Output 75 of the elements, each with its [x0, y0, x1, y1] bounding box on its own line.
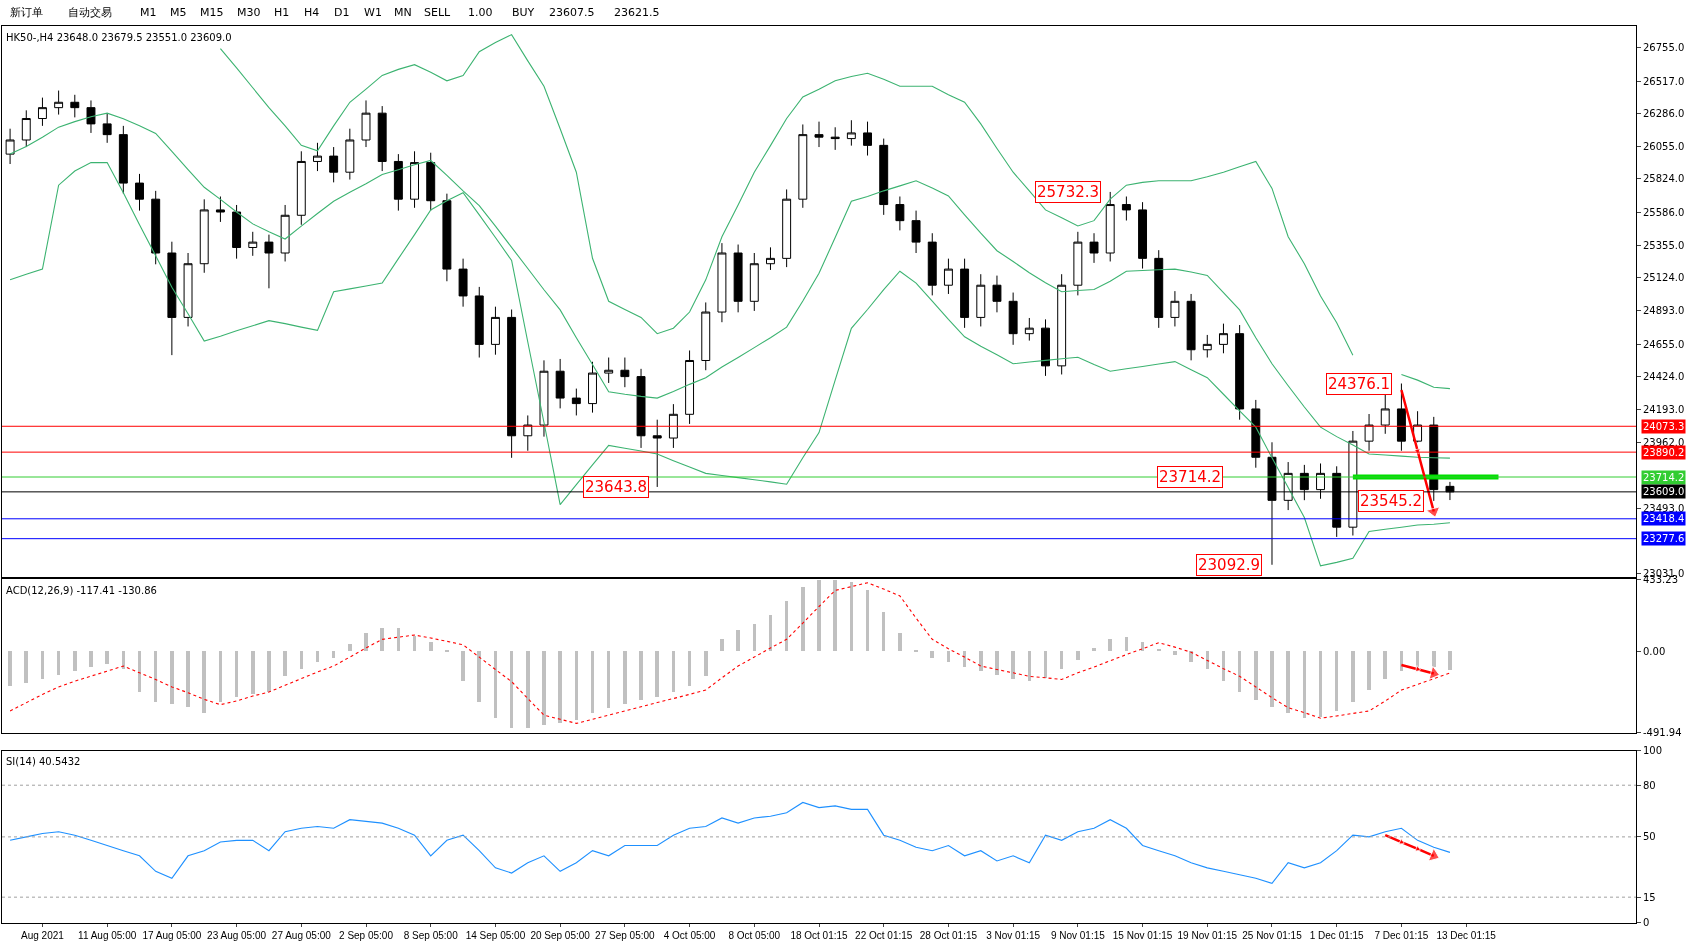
ref-line-label: 23890.2: [1643, 447, 1685, 458]
x-tick-label: 25 Nov 01:15: [1242, 930, 1303, 941]
x-tick-label: 8 Oct 05:00: [728, 930, 781, 941]
y-tick-label: 26286.0: [1643, 108, 1685, 120]
annotation: 25732.3: [1037, 183, 1100, 201]
y-tick-label: 23962.0: [1643, 436, 1685, 448]
x-tick-label: 11 Aug 05:00: [78, 930, 137, 941]
annotation: 24376.1: [1328, 375, 1391, 393]
x-tick-label: 3 Nov 01:15: [986, 930, 1041, 941]
y-tick-label: 0: [1643, 917, 1650, 929]
text: M1: [140, 6, 157, 19]
annotation: 23545.2: [1360, 492, 1423, 510]
y-tick-label: 24893.0: [1643, 304, 1685, 316]
x-tick-label: 15 Nov 01:15: [1112, 930, 1173, 941]
x-tick-label: 28 Oct 01:15: [919, 930, 978, 941]
x-tick-label: 23 Aug 05:00: [207, 930, 267, 941]
text: 1.00: [468, 6, 493, 19]
ref-line-label: 24073.3: [1643, 421, 1685, 432]
x-tick-label: 7 Dec 01:15: [1374, 930, 1429, 941]
y-tick-label: 25124.0: [1643, 272, 1685, 284]
text: M5: [170, 6, 187, 19]
text: M15: [200, 6, 224, 19]
text: H1: [274, 6, 290, 19]
ref-line-label: 23714.2: [1643, 472, 1685, 483]
annotation: 23092.9: [1198, 556, 1261, 574]
y-tick-label: 100: [1643, 745, 1663, 757]
ref-line-label: 23418.4: [1643, 513, 1685, 524]
y-tick-label: 80: [1643, 779, 1656, 791]
annotation: 23643.8: [585, 478, 648, 496]
text: W1: [364, 6, 382, 19]
y-tick-label: 25824.0: [1643, 173, 1685, 185]
text: SELL: [424, 6, 452, 19]
x-tick-label: 13 Dec 01:15: [1436, 930, 1497, 941]
x-tick-label: 4 Oct 05:00: [663, 930, 716, 941]
text: BUY: [512, 6, 535, 19]
x-tick-label: 18 Oct 01:15: [790, 930, 849, 941]
x-tick-label: 27 Sep 05:00: [595, 930, 656, 941]
text: 新订单: [10, 6, 43, 19]
y-tick-label: 25586.0: [1643, 207, 1685, 219]
x-tick-label: 22 Oct 01:15: [855, 930, 913, 941]
y-tick-label: 26055.0: [1643, 140, 1685, 152]
x-tick-label: 27 Aug 05:00: [271, 930, 332, 941]
y-tick-label: 23493.0: [1643, 502, 1685, 514]
text: 自动交易: [68, 6, 112, 19]
text: M30: [237, 6, 261, 19]
x-tick-label: 14 Sep 05:00: [465, 930, 526, 941]
ref-line-label: 23609.0: [1643, 486, 1685, 497]
text: HK50-,H4 23648.0 23679.5 23551.0 23609.0: [6, 32, 232, 43]
y-tick-label: -491.94: [1643, 727, 1682, 739]
x-tick-label: 20 Sep 05:00: [530, 930, 591, 941]
text: H4: [304, 6, 320, 19]
x-tick-label: 1 Dec 01:15: [1309, 930, 1365, 941]
x-tick-label: 9 Nov 01:15: [1050, 930, 1106, 941]
text: SI(14) 40.5432: [6, 756, 81, 767]
text: MN: [394, 6, 412, 19]
x-tick-label: 17 Aug 05:00: [142, 930, 202, 941]
y-tick-label: 26755.0: [1643, 41, 1685, 53]
y-tick-label: 0.00: [1643, 645, 1666, 657]
y-tick-label: 24193.0: [1643, 403, 1685, 415]
text: 23621.5: [614, 6, 660, 19]
x-tick-label: 2 Sep 05:00: [339, 930, 394, 941]
y-tick-label: 24424.0: [1643, 371, 1685, 383]
ref-line-label: 23277.6: [1643, 533, 1685, 544]
y-tick-label: 26517.0: [1643, 75, 1685, 87]
text: ACD(12,26,9) -117.41 -130.86: [6, 585, 157, 596]
y-tick-label: 50: [1643, 831, 1656, 843]
x-tick-label: Aug 2021: [21, 930, 65, 941]
annotation: 23714.2: [1159, 468, 1222, 486]
y-tick-label: 15: [1643, 891, 1656, 903]
x-tick-label: 19 Nov 01:15: [1177, 930, 1238, 941]
y-tick-label: 25355.0: [1643, 239, 1685, 251]
x-tick-label: 8 Sep 05:00: [403, 930, 459, 941]
text: D1: [334, 6, 350, 19]
y-tick-label: 24655.0: [1643, 338, 1685, 350]
text: 23607.5: [549, 6, 595, 19]
